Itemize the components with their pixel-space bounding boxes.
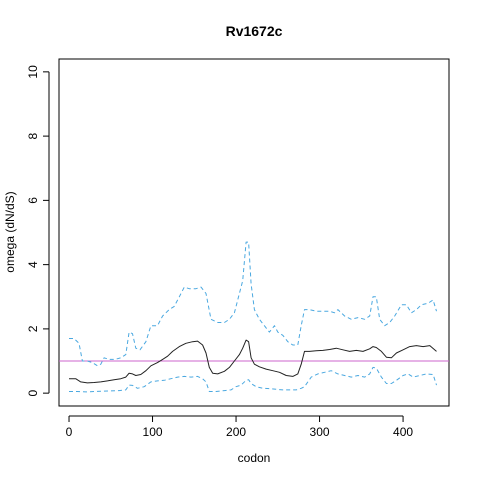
x-axis: 0 100 200 300 400 [66, 415, 413, 439]
x-tick-label: 200 [226, 425, 246, 439]
x-axis-label: codon [238, 451, 271, 465]
series-line-estimate [69, 339, 437, 384]
plot-frame [58, 58, 450, 407]
y-tick-label: 4 [26, 261, 40, 268]
y-tick-label: 10 [26, 65, 40, 79]
x-tick-label: 100 [143, 425, 163, 439]
y-tick-label: 6 [26, 197, 40, 204]
x-tick-label: 0 [66, 425, 73, 439]
y-tick-label: 0 [26, 389, 40, 396]
series-line-upper [69, 241, 437, 367]
chart-title: Rv1672c [226, 23, 283, 39]
y-tick-label: 2 [26, 325, 40, 332]
y-axis-label: omega (dN/dS) [3, 191, 17, 272]
y-axis: 0 2 4 6 8 10 [26, 65, 50, 396]
plot-layer [59, 241, 449, 393]
x-tick-label: 300 [310, 425, 330, 439]
x-tick-label: 400 [393, 425, 413, 439]
y-tick-label: 8 [26, 132, 40, 139]
